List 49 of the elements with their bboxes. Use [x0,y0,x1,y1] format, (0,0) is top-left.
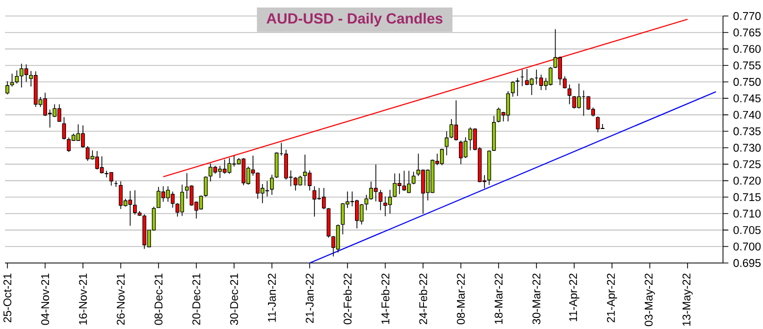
y-tick-label: 0.695 [733,259,761,267]
x-tick-label: 20-Dec-21 [192,274,200,325]
y-tick-label: 0.760 [733,44,761,53]
x-tick-label: 16-Nov-21 [78,274,87,324]
x-tick-label: 08-Dec-21 [154,274,162,325]
candlestick [406,170,411,194]
x-tick-label: 30-Dec-21 [230,274,238,325]
x-tick-label: 25-Oct-21 [3,274,12,322]
x-tick-label: 24-Feb-22 [418,274,428,324]
x-tick-label: 04-Nov-21 [41,274,50,325]
y-tick-label: 0.735 [733,127,761,136]
x-tick-label: 14-Feb-22 [381,274,390,324]
x-tick-label: 21-Apr-22 [606,274,618,322]
y-tick-label: 0.705 [733,226,761,234]
y-tick-label: 0.755 [733,61,761,70]
candlestick [444,130,449,156]
candlestick [412,171,416,185]
y-tick-label: 0.725 [733,160,761,168]
candlestick [5,80,10,95]
candlestick [204,176,208,198]
x-tick-label: 21-Jan-22 [306,274,314,323]
x-tick-label: 18-Mar-22 [494,274,503,324]
candlestick [270,174,274,196]
x-tick-label: 11-Apr-22 [569,274,580,322]
x-tick-label: 03-May-22 [644,274,655,326]
y-tick-label: 0.700 [733,242,761,250]
x-tick-label: 08-Mar-22 [456,274,465,324]
candlestick [62,116,66,140]
candlestick [510,80,515,98]
y-tick-label: 0.745 [733,94,761,102]
x-tick-label: 13-May-22 [682,274,693,326]
y-tick-label: 0.765 [733,28,761,36]
y-tick-label: 0.710 [733,210,761,218]
y-tick-label: 0.715 [733,193,761,202]
candlestick [568,84,572,105]
x-tick-label: 26-Nov-21 [116,274,125,325]
chart-title: AUD-USD - Daily Candles [266,12,442,27]
candlestick [10,73,14,87]
y-tick-label: 0.720 [733,176,761,185]
x-tick-label: 02-Feb-22 [343,274,352,324]
x-tick-label: 30-Mar-22 [532,274,540,324]
y-tick-label: 0.740 [733,110,761,119]
y-tick-label: 0.750 [733,78,761,86]
candlestick [496,107,501,123]
candlestick [378,189,382,211]
candlestick [516,78,520,96]
y-tick-label: 0.730 [733,144,761,152]
y-tick-label: 0.770 [733,12,761,20]
x-tick-label: 11-Jan-22 [268,274,276,322]
